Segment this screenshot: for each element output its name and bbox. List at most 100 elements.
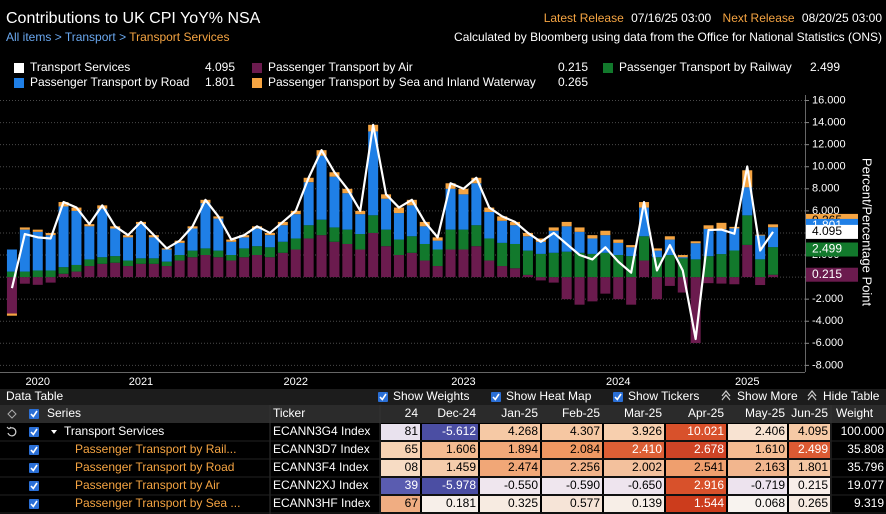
bar	[393, 255, 404, 278]
bar	[690, 277, 701, 344]
legend-label: Transport Services	[30, 60, 130, 74]
bar	[393, 207, 404, 214]
series-name: Passenger Transport by Rail...	[75, 442, 236, 456]
bar	[484, 211, 495, 239]
checkbox[interactable]	[378, 392, 388, 402]
bar	[755, 277, 766, 286]
cell-value: -0.590	[566, 478, 600, 492]
bar	[471, 225, 482, 247]
heat-cell	[480, 442, 540, 458]
crumb[interactable]: Transport	[65, 30, 117, 44]
table-header-row	[0, 405, 886, 423]
latest-label: Latest Release	[544, 11, 624, 25]
bar	[664, 236, 675, 240]
heat-cell	[604, 496, 664, 512]
checkbox[interactable]	[29, 481, 39, 491]
cell-value: 65	[405, 442, 419, 456]
bar	[148, 263, 159, 278]
cell-value: 0.139	[632, 496, 662, 510]
bar	[381, 198, 392, 230]
action-label[interactable]: Hide Table	[823, 389, 880, 403]
bar	[264, 235, 275, 248]
checkbox[interactable]	[29, 499, 39, 509]
bar	[381, 229, 392, 247]
refresh-icon[interactable]	[6, 426, 17, 437]
crumb[interactable]: All items	[6, 30, 51, 44]
legend-swatch	[14, 78, 24, 88]
bar	[716, 277, 727, 284]
bar	[742, 170, 753, 188]
toggle-label[interactable]: Show Weights	[393, 389, 469, 403]
bar	[123, 237, 134, 261]
bar	[329, 227, 340, 242]
action-label[interactable]: Show More	[737, 389, 798, 403]
bar	[432, 237, 443, 241]
bar	[148, 258, 159, 264]
x-tick-label: 2023	[451, 376, 475, 388]
bar	[419, 243, 430, 261]
bar	[110, 228, 121, 257]
bar	[768, 227, 779, 248]
heat-cell	[604, 442, 664, 458]
bar	[535, 277, 546, 281]
bar	[174, 255, 185, 261]
bar	[716, 254, 727, 278]
bar	[432, 240, 443, 250]
toggle-label[interactable]: Show Tickers	[628, 389, 699, 403]
checkbox[interactable]	[491, 392, 501, 402]
bar	[303, 182, 314, 226]
bar	[742, 187, 753, 216]
cell-value: 39	[405, 478, 419, 492]
crumb[interactable]: Transport Services	[129, 30, 229, 44]
bar	[6, 313, 17, 316]
heat-cell	[728, 460, 787, 476]
bar	[484, 238, 495, 261]
bar	[135, 224, 146, 259]
checkbox[interactable]	[29, 445, 39, 455]
cell-value: 2.163	[755, 460, 785, 474]
checkbox[interactable]	[29, 463, 39, 473]
bar	[587, 277, 598, 302]
bar	[510, 225, 521, 244]
bar	[755, 259, 766, 278]
bar	[329, 176, 340, 228]
bar	[651, 248, 662, 251]
bar	[406, 199, 417, 206]
checkbox[interactable]	[29, 427, 39, 437]
legend-swatch	[603, 63, 613, 73]
bar	[71, 264, 82, 272]
bar	[19, 271, 30, 278]
bar	[522, 232, 533, 237]
bar	[458, 194, 469, 230]
toggle-label[interactable]: Show Heat Map	[506, 389, 592, 403]
bar	[97, 263, 108, 278]
breadcrumb: All items > Transport > Transport Servic…	[6, 30, 229, 44]
bar	[548, 227, 559, 231]
bar	[406, 236, 417, 253]
bar	[97, 257, 108, 264]
bar	[161, 249, 172, 262]
y-tick-label: 8.000	[812, 183, 840, 195]
bar	[123, 260, 134, 267]
expand-arrow[interactable]	[51, 430, 57, 434]
checkbox[interactable]	[613, 392, 623, 402]
bar	[574, 227, 585, 232]
bar	[561, 251, 572, 278]
bar	[535, 241, 546, 254]
bar	[303, 238, 314, 278]
cell-value: -5.978	[442, 478, 476, 492]
release-info: Latest Release 07/16/25 03:00 Next Relea…	[544, 11, 883, 25]
value-tag-label: 2.499	[812, 242, 842, 256]
checkbox[interactable]	[29, 409, 39, 419]
bar	[316, 219, 327, 236]
bar	[381, 194, 392, 199]
column-header: Feb-25	[562, 406, 600, 420]
bar	[264, 232, 275, 236]
bar	[58, 267, 69, 274]
cell-value: 1.606	[446, 442, 476, 456]
cell-value: -0.650	[628, 478, 662, 492]
cell-value: 10.021	[687, 424, 724, 438]
bar	[290, 238, 301, 250]
bar	[252, 255, 263, 278]
bar	[432, 249, 443, 267]
